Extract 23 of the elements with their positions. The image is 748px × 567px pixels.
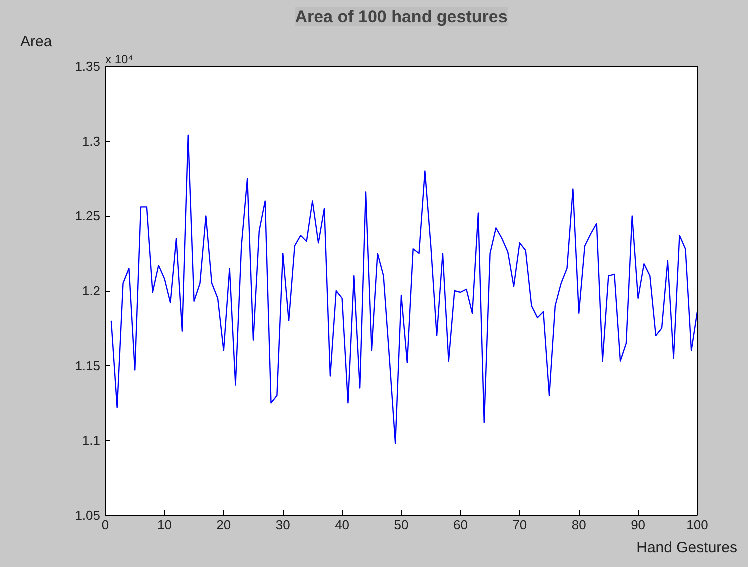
- text: x 10⁴: [106, 52, 134, 66]
- x-tick-label: 10: [157, 518, 172, 532]
- x-tick-label: 100: [686, 518, 708, 532]
- y-tick-label: 1.1: [82, 433, 101, 448]
- x-tick-label: 20: [216, 518, 232, 532]
- x-tick-label: 0: [102, 518, 110, 532]
- y-tick-label: 1.35: [75, 59, 101, 74]
- x-tick-label: 60: [453, 518, 468, 532]
- y-tick-label: 1.25: [75, 208, 101, 224]
- x-axis-title: Hand Gestures: [636, 540, 738, 556]
- y-tick-label: 1.2: [82, 284, 101, 298]
- line-series: [110, 134, 698, 444]
- y-tick-label: 1.15: [75, 358, 101, 374]
- y-tick-label: 1.3: [82, 134, 101, 149]
- x-tick-label: 40: [335, 518, 350, 532]
- chart-title: Area of 100 hand gestures: [295, 8, 508, 26]
- y-axis-title: Area: [20, 34, 53, 50]
- x-tick-label: 90: [631, 518, 646, 532]
- x-tick-label: 30: [276, 518, 290, 532]
- x-tick-label: 80: [572, 518, 586, 532]
- y-tick-label: 1.05: [75, 508, 101, 523]
- x-tick-label: 70: [512, 518, 528, 532]
- x-tick-label: 50: [394, 518, 409, 532]
